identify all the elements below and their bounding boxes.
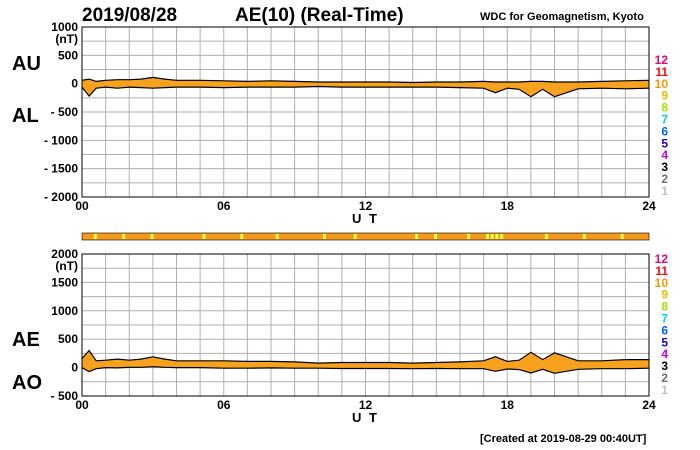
station-count-bar-mark <box>434 234 438 239</box>
au-al-x-tick-label: 00 <box>75 199 89 213</box>
station-count-bar-fill <box>81 232 650 241</box>
chart-date: 2019/08/28 <box>82 5 177 26</box>
au-al-x-tick-label: 24 <box>642 199 656 213</box>
au-al-x-tick-label: 12 <box>359 199 373 213</box>
au-al-y-tick-label: 1000 <box>51 20 78 34</box>
legend-label-2: 2 <box>661 371 668 385</box>
station-count-bar-mark <box>500 234 504 239</box>
au-al-x-tick-label: 18 <box>501 199 515 213</box>
station-count-bar-mark <box>485 234 489 239</box>
au-al-y-tick-label: - 2000 <box>44 190 78 204</box>
created-timestamp: [Created at 2019-08-29 00:40UT] <box>480 433 647 445</box>
au-al-y-tick-label: - 1000 <box>44 133 78 147</box>
ae-ao-series-ae-line <box>81 349 649 364</box>
legend-label-8: 8 <box>661 101 668 115</box>
au-al-x-axis-label: U T <box>352 211 379 226</box>
legend-label-12: 12 <box>655 53 669 67</box>
legend-label-3: 3 <box>661 160 668 174</box>
au-al-x-tick-label: 06 <box>217 199 231 213</box>
ae-ao-x-tick-label: 06 <box>217 398 231 412</box>
station-count-bar-mark <box>122 234 126 239</box>
station-count-bar-mark <box>240 234 244 239</box>
legend-label-9: 9 <box>661 89 668 103</box>
ae-ao-x-tick-label: 00 <box>75 398 89 412</box>
legend-label-6: 6 <box>661 124 668 138</box>
ae-ao-series-ao-line <box>81 366 650 374</box>
au-al-frame <box>81 26 650 198</box>
legend-label-8: 8 <box>661 300 668 314</box>
au-al-y-tick-label: 500 <box>58 48 78 62</box>
au-al-y-tick-label: - 500 <box>51 105 79 119</box>
legend-label-5: 5 <box>661 335 668 349</box>
ae-ao-x-tick-label: 18 <box>501 398 515 412</box>
station-count-bar-mark <box>620 234 624 239</box>
ae-ao-x-tick-label: 12 <box>359 398 373 412</box>
station-count-bar-mark <box>202 234 206 239</box>
station-count-bar-mark <box>582 234 586 239</box>
chart-source: WDC for Geomagnetism, Kyoto <box>480 11 644 23</box>
station-count-bar-mark <box>322 234 326 239</box>
ae-ao-y-tick-label: 2000 <box>51 247 78 261</box>
station-count-bar-mark <box>275 234 279 239</box>
au-al-series-au-line <box>81 76 650 84</box>
ae-ao-y-tick-label: 500 <box>58 332 78 346</box>
station-count-bar-mark <box>495 234 499 239</box>
legend-label-1: 1 <box>661 184 668 198</box>
legend-label-1: 1 <box>661 383 668 397</box>
ae-ao-panel: 2000 1500 1000 500 0 - 500 (nT) 00 06 12 18 24 U T <box>51 247 656 425</box>
au-al-series-al-line <box>81 85 650 98</box>
legend-label-2: 2 <box>661 172 668 186</box>
ae-ao-y-tick-label: - 500 <box>51 389 79 403</box>
legend-label-4: 4 <box>661 347 668 361</box>
ae-ao-y-tick-label: 1500 <box>51 275 78 289</box>
au-al-y-unit-label: (nT) <box>55 32 78 46</box>
side-label-au: AU <box>12 53 41 75</box>
au-al-panel: 1000 500 0 - 500 - 1000 - 1500 - 2000 (nT) 00 06 1… <box>44 20 656 226</box>
station-count-bar-mark <box>353 234 357 239</box>
legend-label-10: 10 <box>655 77 669 91</box>
legend-label-10: 10 <box>655 276 669 290</box>
ae-ao-y-tick-label: 0 <box>71 361 78 375</box>
legend-label-6: 6 <box>661 323 668 337</box>
station-count-bar <box>81 232 650 241</box>
ae-ao-x-axis-label: U T <box>352 410 379 425</box>
station-count-bar-mark <box>150 234 154 239</box>
side-label-ae: AE <box>12 329 40 351</box>
station-count-bar-mark <box>490 234 494 239</box>
ae-ao-frame <box>81 253 650 397</box>
chart-title: AE(10) (Real-Time) <box>235 5 404 26</box>
side-label-ao: AO <box>12 372 42 394</box>
ae-ao-y-unit-label: (nT) <box>55 259 78 273</box>
au-al-y-tick-label: - 1500 <box>44 162 78 176</box>
legend-label-11: 11 <box>655 264 668 278</box>
legend-label-12: 12 <box>655 252 669 266</box>
legend-label-9: 9 <box>661 288 668 302</box>
legend-label-4: 4 <box>661 148 668 162</box>
station-count-bar-mark <box>467 234 471 239</box>
legend-label-7: 7 <box>661 113 668 127</box>
station-count-bar-mark <box>545 234 549 239</box>
ae-ao-x-tick-label: 24 <box>642 398 656 412</box>
au-al-y-tick-label: 0 <box>71 77 78 91</box>
legend-label-7: 7 <box>661 312 668 326</box>
side-label-al: AL <box>12 105 39 127</box>
ae-ao-y-tick-label: 1000 <box>51 304 78 318</box>
station-count-bar-mark <box>93 234 97 239</box>
station-count-bar-mark <box>415 234 419 239</box>
legend-label-11: 11 <box>655 65 668 79</box>
legend-label-3: 3 <box>661 359 668 373</box>
legend-label-5: 5 <box>661 136 668 150</box>
